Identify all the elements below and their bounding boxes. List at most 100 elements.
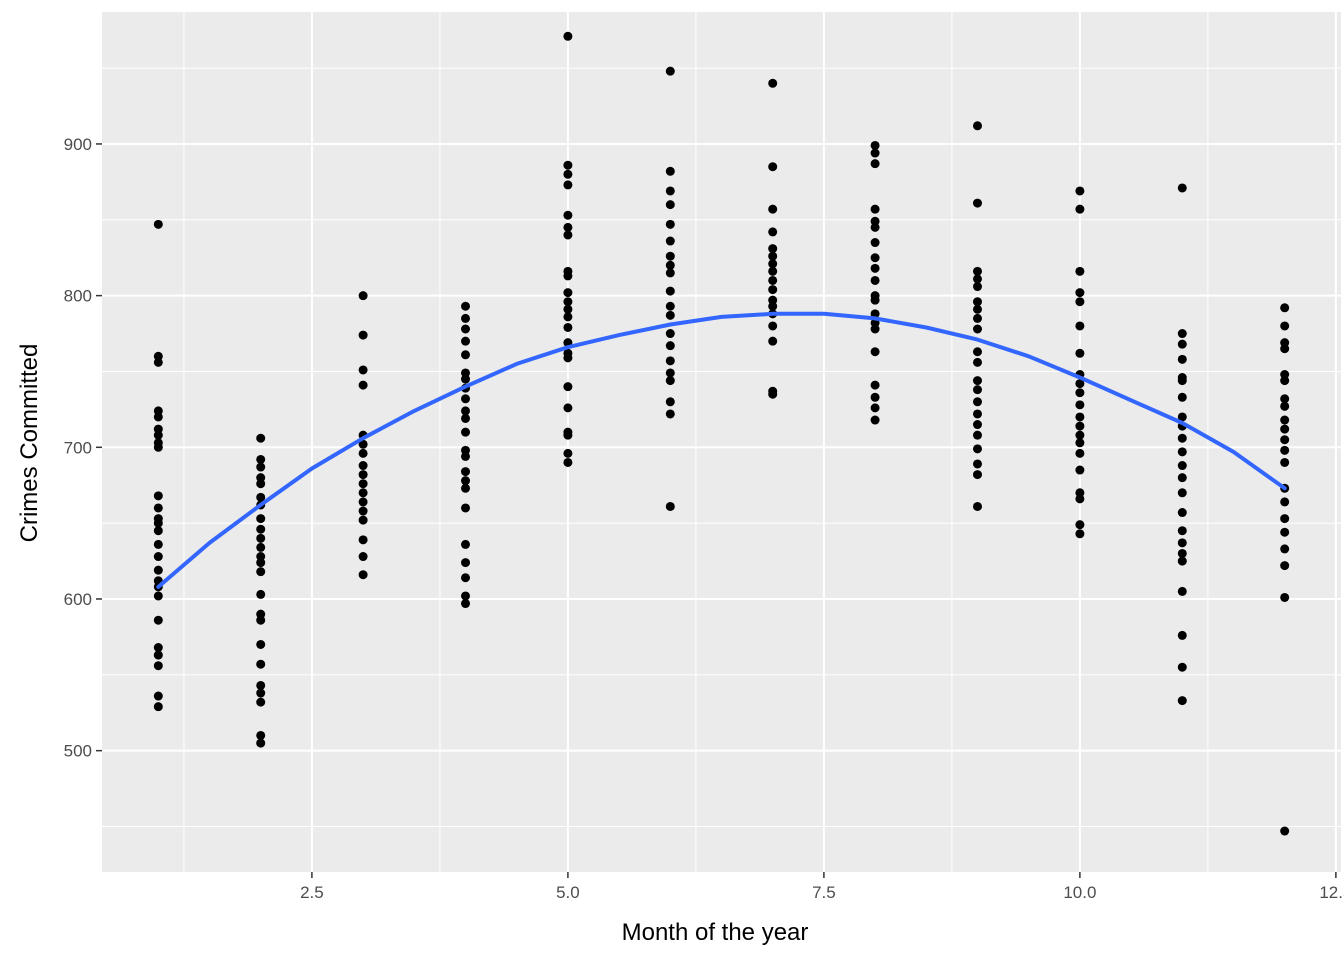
- data-point: [153, 650, 163, 660]
- data-point: [563, 312, 573, 322]
- data-point: [358, 515, 368, 525]
- data-point: [1075, 494, 1085, 504]
- data-point: [870, 222, 880, 232]
- data-point: [1075, 529, 1085, 539]
- data-point: [665, 397, 675, 407]
- data-point: [870, 238, 880, 248]
- x-tick-label: 5.0: [556, 883, 580, 902]
- data-point: [870, 347, 880, 357]
- data-point: [461, 451, 471, 461]
- data-point: [1280, 435, 1290, 445]
- data-point: [358, 448, 368, 458]
- y-tick-label: 900: [64, 135, 92, 154]
- data-point: [358, 470, 368, 480]
- data-point: [1075, 400, 1085, 410]
- data-point: [563, 403, 573, 413]
- data-point: [153, 552, 163, 562]
- data-point: [563, 353, 573, 363]
- data-point: [1075, 388, 1085, 398]
- data-point: [1280, 376, 1290, 386]
- data-point: [1075, 288, 1085, 298]
- data-point: [461, 503, 471, 513]
- data-point: [256, 533, 266, 543]
- data-point: [870, 253, 880, 263]
- y-axis-title: Crimes Committed: [16, 344, 43, 543]
- data-point: [461, 483, 471, 493]
- data-point: [461, 406, 471, 416]
- data-point: [665, 166, 675, 176]
- data-point: [665, 66, 675, 76]
- data-point: [1177, 392, 1187, 402]
- data-point: [563, 322, 573, 332]
- data-point: [461, 374, 471, 384]
- data-point: [1075, 297, 1085, 307]
- data-point: [768, 389, 778, 399]
- data-point: [972, 501, 982, 511]
- data-point: [972, 470, 982, 480]
- data-point: [153, 442, 163, 452]
- data-point: [563, 160, 573, 170]
- data-point: [665, 251, 675, 261]
- data-point: [1280, 424, 1290, 434]
- data-point: [665, 376, 675, 386]
- data-point: [665, 286, 675, 296]
- data-point: [870, 148, 880, 158]
- data-point: [563, 304, 573, 314]
- x-tick-label: 10.0: [1063, 883, 1096, 902]
- x-tick-label: 12.5: [1319, 883, 1344, 902]
- data-point: [563, 430, 573, 440]
- data-point: [972, 347, 982, 357]
- data-point: [665, 260, 675, 270]
- data-point: [563, 297, 573, 307]
- data-point: [1177, 548, 1187, 558]
- data-point: [768, 266, 778, 276]
- data-point: [358, 488, 368, 498]
- x-tick-label: 7.5: [812, 883, 836, 902]
- data-point: [1280, 514, 1290, 524]
- data-point: [461, 394, 471, 404]
- data-point: [665, 356, 675, 366]
- data-point: [461, 324, 471, 334]
- data-point: [768, 204, 778, 214]
- data-point: [1177, 461, 1187, 471]
- data-point: [870, 380, 880, 390]
- data-point: [768, 227, 778, 237]
- data-point: [870, 159, 880, 169]
- data-point: [1177, 447, 1187, 457]
- data-point: [1177, 488, 1187, 498]
- data-point: [972, 324, 982, 334]
- data-point: [1177, 538, 1187, 548]
- data-point: [768, 321, 778, 331]
- data-point: [972, 397, 982, 407]
- data-point: [665, 409, 675, 419]
- data-point: [256, 738, 266, 748]
- data-point: [461, 573, 471, 583]
- data-point: [1280, 321, 1290, 331]
- data-point: [256, 680, 266, 690]
- data-point: [665, 219, 675, 229]
- data-point: [1177, 473, 1187, 483]
- data-point: [358, 497, 368, 507]
- data-point: [870, 403, 880, 413]
- data-point: [1177, 556, 1187, 566]
- data-point: [1177, 526, 1187, 536]
- data-point: [358, 506, 368, 516]
- data-point: [563, 457, 573, 467]
- data-point: [256, 558, 266, 568]
- data-point: [1280, 415, 1290, 425]
- data-point: [870, 295, 880, 305]
- data-point: [461, 350, 471, 360]
- data-point: [1280, 457, 1290, 467]
- data-point: [1280, 561, 1290, 571]
- data-point: [972, 357, 982, 367]
- data-point: [461, 476, 471, 486]
- data-point: [665, 329, 675, 339]
- trend-line-group: [156, 311, 1287, 589]
- data-point: [870, 392, 880, 402]
- data-point: [461, 599, 471, 609]
- data-point: [1280, 445, 1290, 455]
- data-point: [972, 313, 982, 323]
- data-point: [870, 140, 880, 150]
- data-point: [256, 697, 266, 707]
- data-point: [1075, 204, 1085, 214]
